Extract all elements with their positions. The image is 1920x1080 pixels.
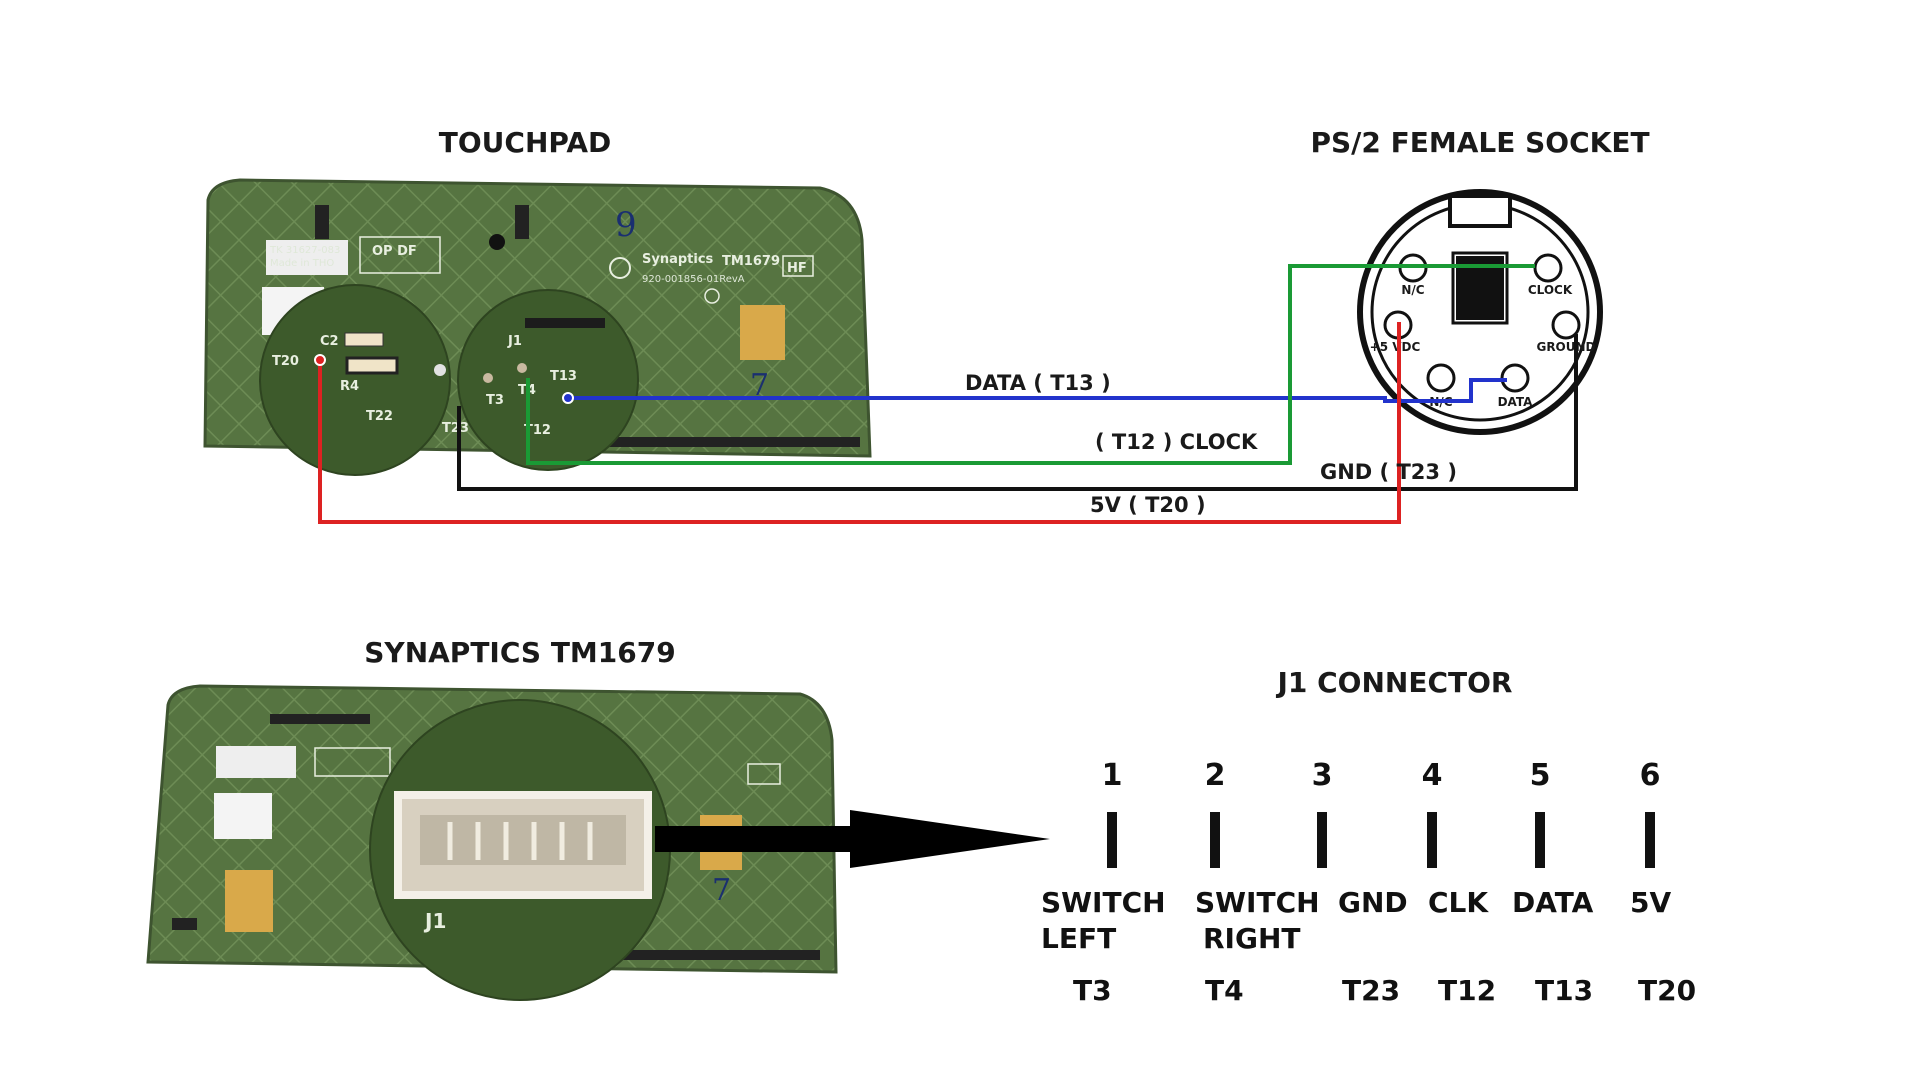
t3-label: T3 bbox=[486, 393, 504, 408]
t23-label: T23 bbox=[442, 421, 469, 436]
j1-pin-testpoint: T13 bbox=[1535, 974, 1593, 1007]
j1-pin-function: SWITCH bbox=[1041, 886, 1166, 919]
j1-pin-testpoint: T3 bbox=[1073, 974, 1112, 1007]
j1-pin-number: 1 bbox=[1102, 758, 1123, 793]
j1-pin-number: 5 bbox=[1530, 758, 1551, 793]
synaptics-header: SYNAPTICS TM1679 bbox=[364, 636, 675, 669]
pin-vdc-label: +5 VDC bbox=[1370, 340, 1421, 354]
j1-header: J1 CONNECTOR bbox=[1275, 666, 1512, 699]
svg-text:J1: J1 bbox=[423, 909, 446, 933]
svg-text:9: 9 bbox=[615, 205, 637, 245]
j1-pin-number: 2 bbox=[1205, 758, 1226, 793]
opdf-label: OP DF bbox=[372, 244, 417, 259]
svg-text:7: 7 bbox=[712, 873, 731, 908]
j1-pin-bar bbox=[1107, 812, 1117, 868]
j1-pin-bar bbox=[1427, 812, 1437, 868]
model-label: TM1679 bbox=[722, 254, 780, 269]
wires bbox=[318, 264, 1578, 524]
j1-pin-function: SWITCH bbox=[1195, 886, 1320, 919]
ground-wire bbox=[457, 334, 1578, 491]
part-label: 920-001856-01RevA bbox=[642, 274, 745, 285]
j1-pin-number: 4 bbox=[1422, 758, 1443, 793]
j1-pin-function: CLK bbox=[1428, 886, 1489, 919]
pin-ground-label: GROUND bbox=[1536, 340, 1595, 354]
pin-clock-label: CLOCK bbox=[1528, 283, 1573, 297]
zoom-circle-left bbox=[259, 284, 451, 476]
gnd-wire-label: GND ( T23 ) bbox=[1320, 460, 1457, 484]
pin-data-label: DATA bbox=[1498, 395, 1534, 409]
t20-pad bbox=[314, 354, 326, 366]
j1-pin-bar bbox=[1210, 812, 1220, 868]
svg-text:Made in THO: Made in THO bbox=[270, 258, 334, 269]
t13-pad bbox=[562, 392, 574, 404]
ps2-socket: N/C CLOCK +5 VDC GROUND N/C DATA bbox=[1357, 189, 1603, 435]
t13-label: T13 bbox=[550, 369, 577, 384]
r4-label: R4 bbox=[340, 379, 359, 394]
j1-pin-number: 6 bbox=[1640, 758, 1661, 793]
data-wire-label: DATA ( T13 ) bbox=[965, 371, 1111, 395]
brand-label: Synaptics bbox=[642, 252, 714, 267]
t12-label: T12 bbox=[524, 423, 551, 438]
j1-pinout: 1SWITCHLEFTT32SWITCHRIGHTT43GNDT234CLKT1… bbox=[1041, 758, 1696, 1007]
touchpad-board-top: TK 31627-083 Made in THO OP DF 9 7 Synap… bbox=[203, 178, 872, 476]
c2-label: C2 bbox=[320, 334, 339, 349]
clock-wire bbox=[526, 264, 1535, 465]
j1-pin-function: 5V bbox=[1630, 886, 1671, 919]
j1-pin-testpoint: T12 bbox=[1438, 974, 1496, 1007]
ps2-header: PS/2 FEMALE SOCKET bbox=[1310, 126, 1649, 159]
j1-pin-function: DATA bbox=[1512, 886, 1594, 919]
t22-label: T22 bbox=[366, 409, 393, 424]
v5-wire bbox=[318, 322, 1401, 524]
j1-pin-testpoint: T20 bbox=[1638, 974, 1696, 1007]
clock-wire-label: ( T12 ) CLOCK bbox=[1095, 430, 1258, 454]
zoom-circle-right bbox=[457, 289, 639, 471]
j1-pin-testpoint: T23 bbox=[1342, 974, 1400, 1007]
t20-label: T20 bbox=[272, 354, 299, 369]
j1-pin-bar bbox=[1645, 812, 1655, 868]
touchpad-header: TOUCHPAD bbox=[439, 126, 611, 159]
svg-text:TK 31627-083: TK 31627-083 bbox=[269, 245, 340, 256]
synaptics-board-bottom: 7 J1 bbox=[146, 684, 838, 1001]
hf-label: HF bbox=[787, 261, 807, 276]
j1-pin-function-line2: RIGHT bbox=[1203, 922, 1301, 955]
svg-text:7: 7 bbox=[750, 368, 769, 403]
j1-pin-number: 3 bbox=[1312, 758, 1333, 793]
j1-pin-function-line2: LEFT bbox=[1041, 922, 1116, 955]
j1-pin-bar bbox=[1535, 812, 1545, 868]
j1-pin-function: GND bbox=[1338, 886, 1408, 919]
pin-nc-top-label: N/C bbox=[1401, 283, 1424, 297]
j1-board-label: J1 bbox=[507, 334, 522, 349]
arrow-to-j1 bbox=[655, 810, 1050, 868]
j1-pin-bar bbox=[1317, 812, 1327, 868]
j1-pin-testpoint: T4 bbox=[1205, 974, 1244, 1007]
v5-wire-label: 5V ( T20 ) bbox=[1090, 493, 1206, 517]
data-wire bbox=[568, 378, 1507, 403]
